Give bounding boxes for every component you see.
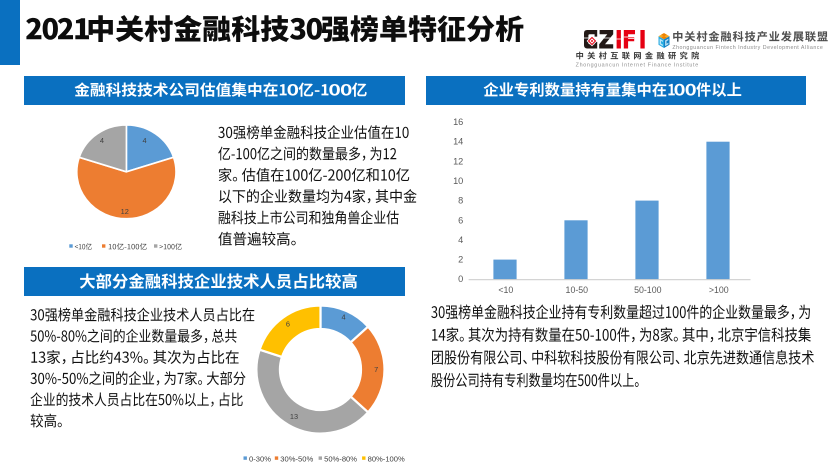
svg-text:12: 12 (121, 207, 129, 216)
svg-text:10-50: 10-50 (566, 285, 589, 295)
svg-text:50-100: 50-100 (634, 285, 661, 295)
svg-text:8: 8 (458, 196, 463, 206)
svg-text:>100: >100 (709, 285, 729, 295)
svg-text:13: 13 (290, 412, 298, 421)
svg-text:4: 4 (341, 313, 345, 322)
svg-text:Zhongguancun Fintech Industry: Zhongguancun Fintech Industry Developmen… (672, 45, 823, 51)
svg-text:Zhongguancun Internet Finance: Zhongguancun Internet Finance Institute (576, 63, 699, 69)
svg-text:2: 2 (458, 255, 463, 265)
svg-text:10: 10 (453, 176, 463, 186)
svg-text:50%-80%: 50%-80% (324, 454, 357, 463)
svg-text:12: 12 (453, 156, 463, 166)
svg-text:4: 4 (143, 136, 147, 145)
svg-text:4: 4 (100, 136, 104, 145)
svg-text:30%-50%: 30%-50% (280, 454, 313, 463)
svg-text:6: 6 (458, 215, 463, 225)
svg-text:7: 7 (374, 365, 378, 374)
svg-text:80%-100%: 80%-100% (368, 454, 405, 463)
svg-text:4: 4 (458, 235, 463, 245)
svg-text:16: 16 (453, 117, 463, 127)
svg-text:14: 14 (453, 137, 463, 147)
svg-text:<10: <10 (498, 285, 513, 295)
svg-text:0-30%: 0-30% (249, 454, 271, 463)
svg-text:0: 0 (458, 274, 463, 284)
svg-text:6: 6 (286, 320, 290, 329)
